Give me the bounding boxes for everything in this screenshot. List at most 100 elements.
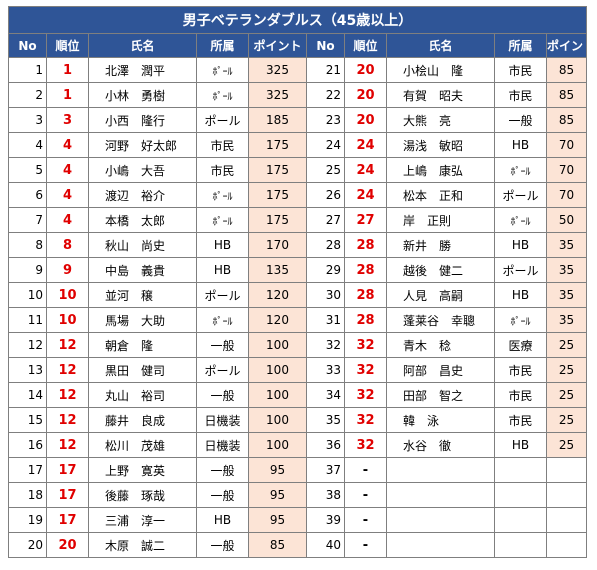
player-name: 越後 健二: [386, 257, 495, 283]
player-name: 上嶋 康弘: [386, 157, 495, 183]
row-number: 6: [8, 182, 47, 208]
row-number: 38: [306, 482, 345, 508]
rank-cell: 24: [344, 157, 387, 183]
ranking-table: 男子ベテランダブルス（45歳以上） No 順位 氏名 所属 ポイント No 順位…: [7, 6, 588, 558]
rank-cell: -: [344, 532, 387, 558]
rank-cell: 24: [344, 132, 387, 158]
player-name: 田部 智之: [386, 382, 495, 408]
points-cell: 35: [545, 307, 588, 333]
affiliation-cell: ﾎﾟｰﾙ: [196, 82, 249, 108]
player-name: 三浦 淳一: [88, 507, 197, 533]
affiliation-cell: ﾎﾟｰﾙ: [196, 182, 249, 208]
row-number: 29: [306, 257, 345, 283]
rank-cell: 4: [46, 207, 89, 233]
table-row: 10 10 並河 穣ポール 120 30 28 人見 高嗣 HB 35: [8, 282, 588, 308]
table-row: 13 12 黒田 健司 ポール 100 33 32 阿部 昌史 市民 25: [8, 357, 588, 383]
rank-cell: 28: [344, 257, 387, 283]
rank-cell: 17: [46, 482, 89, 508]
row-number: 11: [8, 307, 47, 333]
row-number: 26: [306, 182, 345, 208]
table-row: 3 3 小西 隆行 ポール 185 23 20 大熊 亮一般 85: [8, 107, 588, 133]
points-cell: 100: [248, 382, 307, 408]
row-number: 15: [8, 407, 47, 433]
table-row: 20 20 木原 誠二 一般 85 40-: [8, 532, 588, 558]
row-number: 16: [8, 432, 47, 458]
points-cell: 25: [545, 432, 588, 458]
affiliation-cell: ﾎﾟｰﾙ: [494, 207, 547, 233]
points-cell: 185: [248, 107, 307, 133]
row-number: 17: [8, 457, 47, 483]
rank-cell: 10: [46, 282, 89, 308]
row-number: 18: [8, 482, 47, 508]
points-cell: 325: [248, 82, 307, 108]
table-row: 5 4 小嶋 大吾 市民 175 25 24 上嶋 康弘 ﾎﾟｰﾙ 70: [8, 157, 588, 183]
affiliation-cell: 一般: [196, 457, 249, 483]
affiliation-cell: HB: [196, 232, 249, 258]
player-name: 河野 好太郎: [88, 132, 197, 158]
table-row: 2 1 小林 勇樹 ﾎﾟｰﾙ 325 22 20 有賀 昭夫 市民 85: [8, 82, 588, 108]
player-name: 有賀 昭夫: [386, 82, 495, 108]
rank-cell: 20: [46, 532, 89, 558]
rank-cell: 27: [344, 207, 387, 233]
points-cell: 170: [248, 232, 307, 258]
row-number: 35: [306, 407, 345, 433]
points-cell: 25: [545, 382, 588, 408]
player-name: 小林 勇樹: [88, 82, 197, 108]
player-name: 韓 泳: [386, 407, 495, 433]
table-row: 7 4 本橋 太郎 ﾎﾟｰﾙ 175 27 27 岸 正則 ﾎﾟｰﾙ 50: [8, 207, 588, 233]
header-no-right: No: [306, 33, 345, 58]
row-number: 13: [8, 357, 47, 383]
player-name: 大熊 亮: [386, 107, 495, 133]
player-name: 木原 誠二: [88, 532, 197, 558]
header-row: No 順位 氏名 所属 ポイント No 順位 氏名 所属 ポイント: [8, 33, 588, 58]
rank-cell: 10: [46, 307, 89, 333]
rank-cell: 12: [46, 407, 89, 433]
row-number: 2: [8, 82, 47, 108]
rank-cell: 17: [46, 457, 89, 483]
player-name: 岸 正則: [386, 207, 495, 233]
player-name: 丸山 裕司: [88, 382, 197, 408]
points-cell: 70: [545, 132, 588, 158]
affiliation-cell: ﾎﾟｰﾙ: [196, 307, 249, 333]
points-cell: 95: [248, 457, 307, 483]
row-number: 27: [306, 207, 345, 233]
player-name: 小西 隆行: [88, 107, 197, 133]
player-name: 馬場 大助: [88, 307, 197, 333]
rank-cell: 20: [344, 107, 387, 133]
affiliation-cell: ﾎﾟｰﾙ: [196, 57, 249, 83]
table-row: 16 12 松川 茂雄 日機装 100 36 32 水谷 徹 HB 25: [8, 432, 588, 458]
player-name: [386, 482, 495, 508]
affiliation-cell: ポール: [196, 107, 249, 133]
player-name: [386, 507, 495, 533]
rank-cell: 20: [344, 82, 387, 108]
player-name: 後藤 琢哉: [88, 482, 197, 508]
rank-cell: 28: [344, 307, 387, 333]
points-cell: 120: [248, 282, 307, 308]
affiliation-cell: 日機装: [196, 432, 249, 458]
row-number: 30: [306, 282, 345, 308]
affiliation-cell: 一般: [196, 532, 249, 558]
header-no-left: No: [8, 33, 47, 58]
player-name: 上野 寛英: [88, 457, 197, 483]
affiliation-cell: 市民: [494, 82, 547, 108]
row-number: 25: [306, 157, 345, 183]
points-cell: 25: [545, 407, 588, 433]
row-number: 10: [8, 282, 47, 308]
points-cell: 175: [248, 157, 307, 183]
rank-cell: 4: [46, 132, 89, 158]
affiliation-cell: ﾎﾟｰﾙ: [494, 157, 547, 183]
player-name: 松本 正和: [386, 182, 495, 208]
row-number: 31: [306, 307, 345, 333]
row-number: 28: [306, 232, 345, 258]
header-rank-right: 順位: [344, 33, 387, 58]
player-name: 小嶋 大吾: [88, 157, 197, 183]
row-number: 33: [306, 357, 345, 383]
rank-cell: 12: [46, 432, 89, 458]
points-cell: 175: [248, 207, 307, 233]
header-rank-left: 順位: [46, 33, 89, 58]
rank-cell: -: [344, 457, 387, 483]
player-name: 青木 稔: [386, 332, 495, 358]
rank-cell: 12: [46, 357, 89, 383]
header-pts-right: ポイント: [545, 33, 588, 58]
points-cell: 25: [545, 357, 588, 383]
